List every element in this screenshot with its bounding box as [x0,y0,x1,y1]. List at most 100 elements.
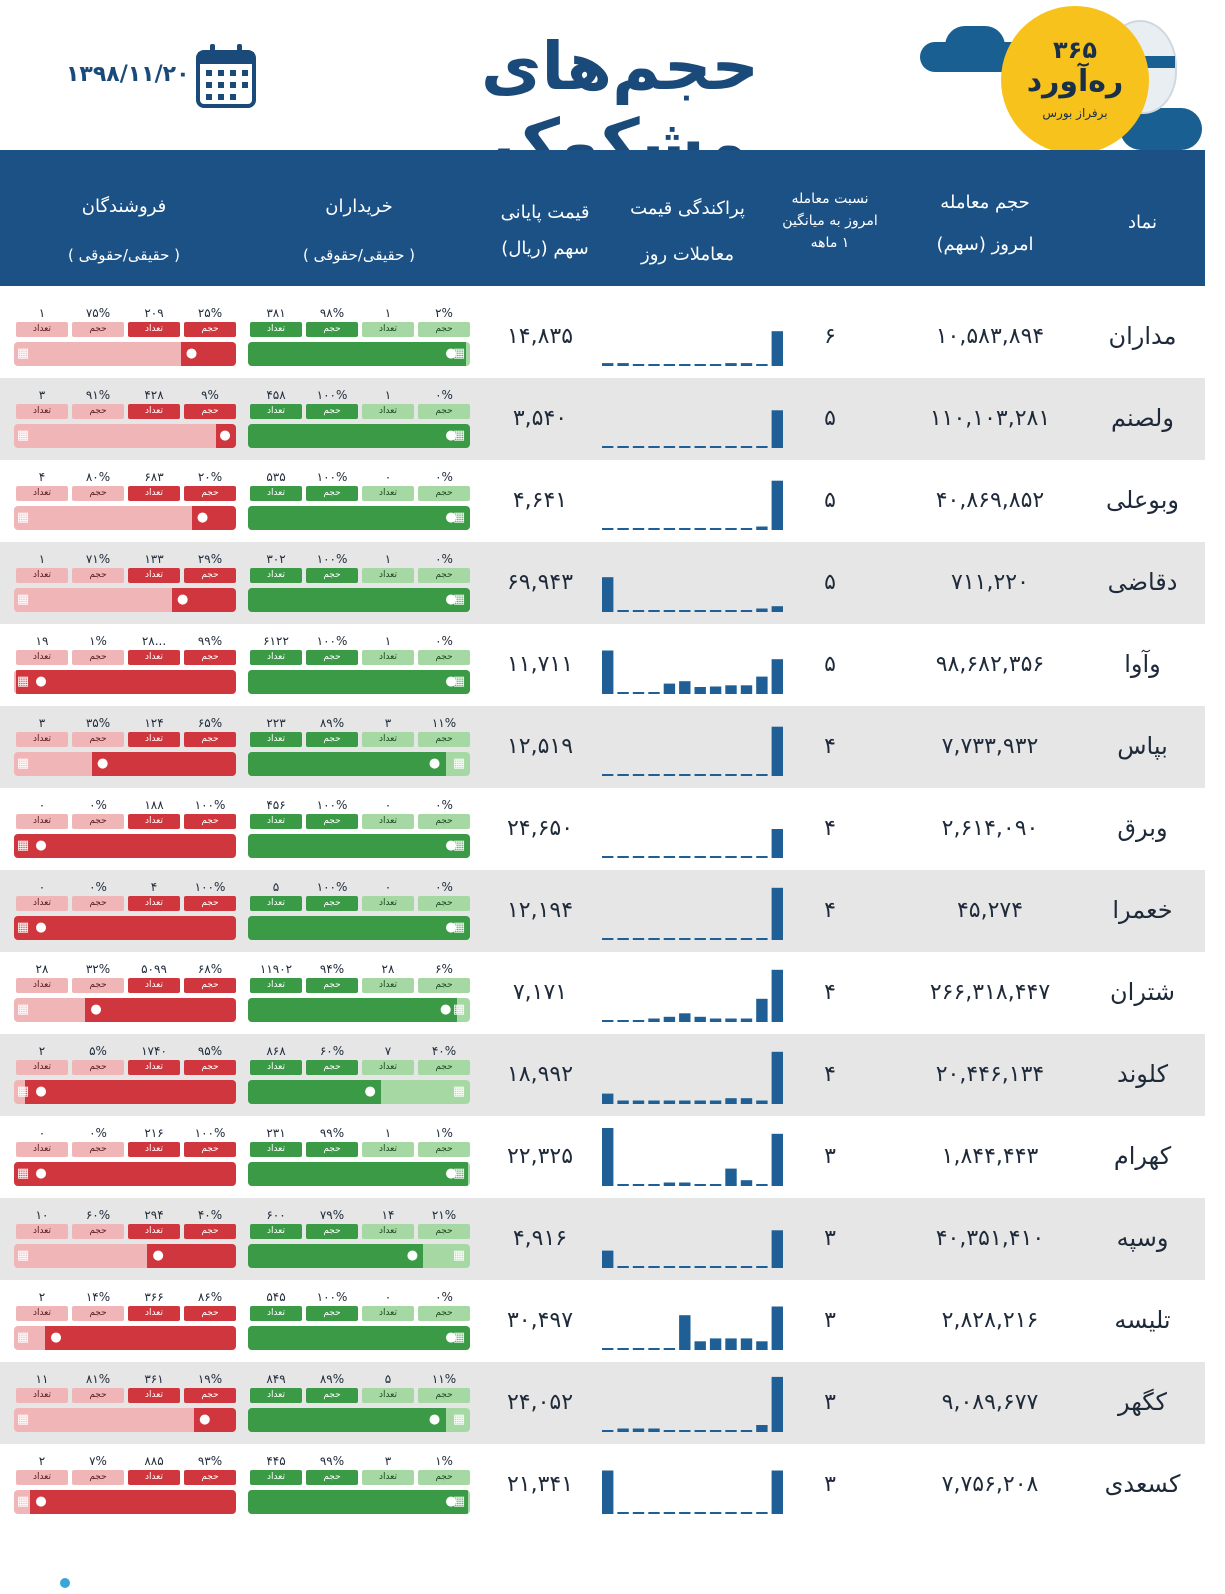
dispersion-bar [740,1266,753,1268]
table-row: بپاس ۷,۷۳۳,۹۳۲ ۴ ۱۲,۵۱۹ ۱۱% ۳ ۸۹% ۲۲۳ حجم تعداد حج… [0,706,1205,788]
sellers-tag-volume: حجم [72,1224,124,1239]
ratio-cell: ۳ [824,1472,836,1497]
sellers-real-cnt: ۳۶۶ [144,1290,164,1304]
sellers-legal-cnt: ۲ [38,1290,46,1304]
sellers-tag-count: تعداد [16,814,68,829]
dispersion-bar [709,1512,722,1514]
sellers-legal-cnt: ۱ [38,552,46,566]
sellers-values: ۶۸% ۵۰۹۹ ۳۲% ۲۸ [14,962,236,976]
sellers-group: ۲۵% ۲۰۹ ۷۵% ۱ حجم تعداد حجم تعداد ● ▦ [14,306,236,372]
sellers-tag-volume: حجم [72,896,124,911]
buyers-group: ۰% ۰ ۱۰۰% ۵۳۵ حجم تعداد حجم تعداد ● ▦ [248,470,470,536]
dispersion-bar [648,1184,660,1186]
building-icon: ▦ [452,346,466,361]
sellers-ratio-bar: ● ▦ [14,506,236,530]
sellers-legal-vol: ۳۲% [85,962,111,976]
building-icon: ▦ [16,756,30,771]
dispersion-bar [771,410,783,448]
sellers-tag-volume: حجم [184,896,236,911]
building-icon: ▦ [452,756,466,771]
price-dispersion-chart [600,1044,785,1106]
ratio-cell: ۴ [824,816,836,841]
building-icon: ▦ [452,1494,466,1509]
buyers-legal-vol: ۶% [435,962,453,976]
sellers-real-vol: ۱۰۰% [194,1126,226,1140]
buyers-tag-count: تعداد [362,1060,414,1075]
buyers-real-cnt: ۵ [272,880,280,894]
sellers-legal-vol: ۷۱% [85,552,111,566]
buyers-ratio-bar: ● ▦ [248,424,470,448]
sellers-tag-volume: حجم [72,1142,124,1157]
dispersion-bar [648,774,660,776]
sellers-ratio-bar: ● ▦ [14,752,236,776]
sellers-tag-volume: حجم [184,404,236,419]
buyers-real-cnt: ۸۶۸ [266,1044,286,1058]
dispersion-bar [602,577,614,612]
building-icon: ▦ [16,510,30,525]
buyers-values: ۲۱% ۱۴ ۷۹% ۶۰۰ [248,1208,470,1222]
volume-cell: ۱۰,۵۸۳,۸۹۴ [935,324,1045,349]
person-icon: ● [445,920,457,935]
person-icon: ● [35,1084,47,1099]
building-icon: ▦ [452,1248,466,1263]
dispersion-bar [602,446,614,448]
dispersion-bar [602,1020,614,1022]
buyers-tag-count: تعداد [362,650,414,665]
buyers-ratio-bar: ● ▦ [248,834,470,858]
price-cell: ۷,۱۷۱ [512,980,568,1005]
building-icon: ▦ [16,1248,30,1263]
dispersion-bar [679,938,691,940]
sellers-real-cnt: ۲۰۹ [144,306,164,320]
buyers-values: ۰% ۰ ۱۰۰% ۴۵۶ [248,798,470,812]
sellers-tag-volume: حجم [72,322,124,337]
buyers-group: ۶% ۲۸ ۹۴% ۱۱۹۰۲ حجم تعداد حجم تعداد ● ▦ [248,962,470,1028]
price-dispersion-chart [600,306,785,368]
sellers-tag-volume: حجم [72,1470,124,1485]
buyers-real-fill [248,834,470,858]
buyers-tag-count: تعداد [250,1224,302,1239]
buyers-values: ۶% ۲۸ ۹۴% ۱۱۹۰۲ [248,962,470,976]
dispersion-bar [632,364,645,366]
buyers-tags: حجم تعداد حجم تعداد [248,568,470,583]
sellers-ratio-bar: ● ▦ [14,342,236,366]
symbol-cell: کلوند [1116,1060,1169,1088]
table-row: وبوعلی ۴۰,۸۶۹,۸۵۲ ۵ ۴,۶۴۱ ۰% ۰ ۱۰۰% ۵۳۵ حجم تعداد… [0,460,1205,542]
price-dispersion-chart [600,798,785,860]
sellers-group: ۱۰۰% ۴ ۰% ۰ حجم تعداد حجم تعداد ● ▦ [14,880,236,946]
sellers-values: ۱۰۰% ۱۸۸ ۰% ۰ [14,798,236,812]
dispersion-bar [756,1425,768,1432]
sellers-real-fill [16,670,236,694]
sellers-legal-cnt: ۱۰ [35,1208,49,1222]
sellers-tag-volume: حجم [72,486,124,501]
dispersion-bar [663,856,676,858]
sellers-values: ۲۵% ۲۰۹ ۷۵% ۱ [14,306,236,320]
buyers-tag-volume: حجم [418,978,470,993]
sellers-tags: حجم تعداد حجم تعداد [14,1060,236,1075]
dispersion-bar [617,1184,629,1186]
dispersion-bar [694,856,706,858]
sellers-legal-cnt: ۳ [38,388,46,402]
dispersion-bar [725,1168,737,1186]
buyers-real-fill [248,1080,382,1104]
dispersion-bar [740,528,753,530]
dispersion-bar [756,1512,768,1514]
buyers-real-vol: ۱۰۰% [316,552,348,566]
buyers-tag-count: تعداد [362,1142,414,1157]
building-icon: ▦ [452,838,466,853]
buyers-tags: حجم تعداد حجم تعداد [248,322,470,337]
dispersion-bar [709,1430,722,1432]
dispersion-bar [648,856,660,858]
sellers-values: ۹% ۴۲۸ ۹۱% ۳ [14,388,236,402]
sellers-ratio-bar: ● ▦ [14,588,236,612]
table-header: نماد حجم معامله امروز (سهم) نسبت معامله … [0,150,1205,286]
sellers-real-vol: ۱۰۰% [194,880,226,894]
buyers-group: ۰% ۰ ۱۰۰% ۵۴۵ حجم تعداد حجم تعداد ● ▦ [248,1290,470,1356]
dispersion-bar [771,829,783,858]
sellers-tag-volume: حجم [184,1224,236,1239]
dispersion-bar [740,1098,753,1104]
volume-cell: ۷۱۱,۲۲۰ [951,570,1029,595]
sellers-group: ۴۰% ۲۹۴ ۶۰% ۱۰ حجم تعداد حجم تعداد ● ▦ [14,1208,236,1274]
sellers-ratio-bar: ● ▦ [14,1490,236,1514]
buyers-real-vol: ۱۰۰% [316,470,348,484]
col-volume: حجم معامله امروز (سهم) [890,188,1080,260]
